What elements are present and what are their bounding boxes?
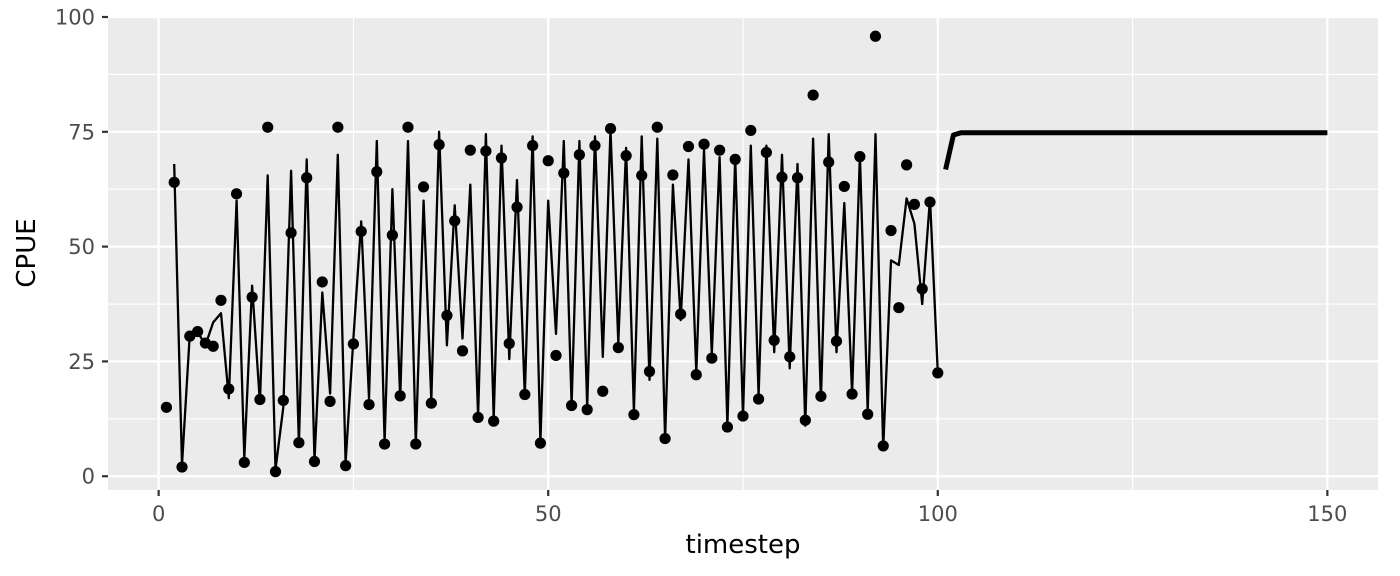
data-point [324, 395, 336, 407]
data-point [698, 138, 710, 150]
data-point [721, 421, 734, 433]
data-point [417, 181, 430, 193]
data-point [363, 398, 375, 411]
data-point [534, 437, 547, 449]
y-tick-label: 75 [68, 120, 95, 144]
data-point [238, 456, 250, 469]
x-tick-label: 100 [918, 502, 958, 526]
fitted-line [173, 128, 939, 471]
data-point [714, 144, 726, 156]
data-point [550, 349, 562, 362]
data-point [425, 397, 437, 409]
projection-line [943, 130, 1328, 171]
y-tick-label: 0 [82, 465, 95, 489]
axes-layer: 0 50 100 150 0 25 50 75 100 [55, 6, 1347, 527]
data-point [542, 155, 554, 167]
data-point [612, 342, 624, 354]
data-point [332, 121, 344, 133]
series-layer [160, 30, 1328, 478]
data-point [285, 227, 297, 239]
data-point [901, 159, 913, 171]
data-point [386, 229, 398, 241]
data-point [340, 460, 352, 472]
data-point [176, 461, 188, 473]
data-point [706, 352, 718, 364]
x-tick-label: 150 [1307, 502, 1347, 526]
data-point [908, 198, 921, 210]
data-point [308, 455, 321, 468]
data-point [581, 404, 593, 416]
data-point [807, 89, 819, 101]
data-point [869, 30, 882, 42]
data-point [316, 276, 328, 288]
data-point [230, 188, 243, 200]
data-point [885, 224, 897, 237]
data-point [893, 302, 905, 314]
y-tick-label: 100 [55, 6, 95, 30]
data-point [378, 438, 391, 450]
data-point [207, 340, 219, 352]
data-point [456, 345, 469, 357]
data-point [464, 144, 476, 156]
data-point [160, 401, 173, 413]
data-point [215, 294, 227, 306]
data-point [628, 409, 640, 421]
data-point [667, 169, 679, 181]
data-point [862, 408, 874, 420]
data-point [690, 369, 702, 381]
data-point [488, 415, 500, 427]
y-tick-label: 25 [68, 350, 95, 374]
x-tick-label: 0 [152, 502, 165, 526]
x-tick-label: 50 [535, 502, 562, 526]
y-axis-title: CPUE [12, 218, 42, 287]
data-point [651, 121, 663, 133]
data-point [269, 466, 282, 478]
data-point [597, 385, 609, 397]
y-tick-label: 50 [68, 235, 95, 259]
data-point [838, 180, 850, 193]
data-point [262, 121, 274, 133]
data-point [402, 121, 414, 133]
x-axis-title: timestep [686, 530, 801, 560]
data-point [682, 140, 695, 153]
data-point [745, 124, 757, 137]
major-gridlines [108, 15, 1378, 490]
data-point [752, 393, 765, 405]
